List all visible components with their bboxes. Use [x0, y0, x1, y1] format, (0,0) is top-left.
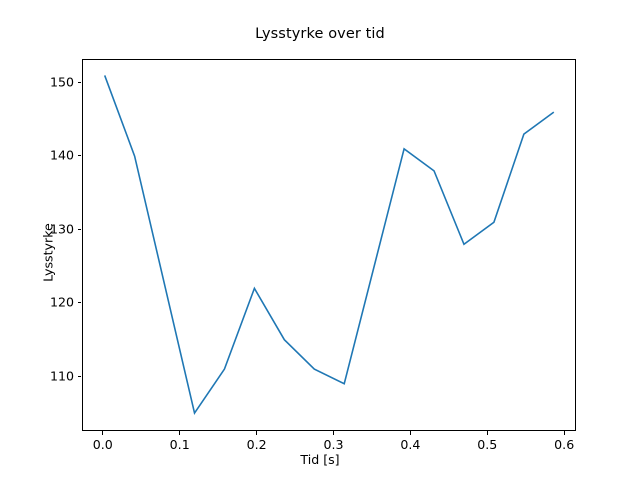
x-tick-label-3: 0.3 — [323, 437, 344, 452]
chart-title: Lysstyrke over tid — [255, 26, 385, 42]
y-tick-label-110: 110 — [49, 368, 74, 384]
x-tick-mark — [333, 431, 335, 435]
x-axis-label: Tid [s] — [300, 452, 340, 467]
y-tick-mark — [77, 155, 82, 157]
y-tick-label-120: 120 — [49, 294, 74, 310]
x-tick-label-1: 0.1 — [169, 437, 190, 452]
x-tick-mark — [486, 431, 488, 435]
plot-area — [81, 59, 576, 431]
line-chart-svg — [103, 75, 554, 416]
y-tick-label-140: 140 — [49, 147, 74, 163]
y-tick-label-150: 150 — [49, 74, 74, 90]
x-tick-label-4: 0.4 — [400, 437, 421, 452]
x-tick-mark — [563, 431, 565, 435]
x-tick-mark — [409, 431, 411, 435]
x-tick-mark — [256, 431, 258, 435]
x-tick-label-5: 0.5 — [477, 437, 498, 452]
x-tick-label-0: 0.0 — [92, 437, 113, 452]
x-tick-mark — [102, 431, 104, 435]
x-tick-label-6: 0.6 — [554, 437, 575, 452]
x-tick-mark — [179, 431, 181, 435]
y-tick-mark — [77, 302, 82, 304]
y-tick-label-130: 130 — [49, 221, 74, 237]
x-tick-label-2: 0.2 — [246, 437, 267, 452]
y-tick-mark — [77, 228, 82, 230]
data-series-line — [103, 75, 554, 416]
y-tick-mark — [77, 81, 82, 83]
y-tick-mark — [77, 376, 82, 378]
